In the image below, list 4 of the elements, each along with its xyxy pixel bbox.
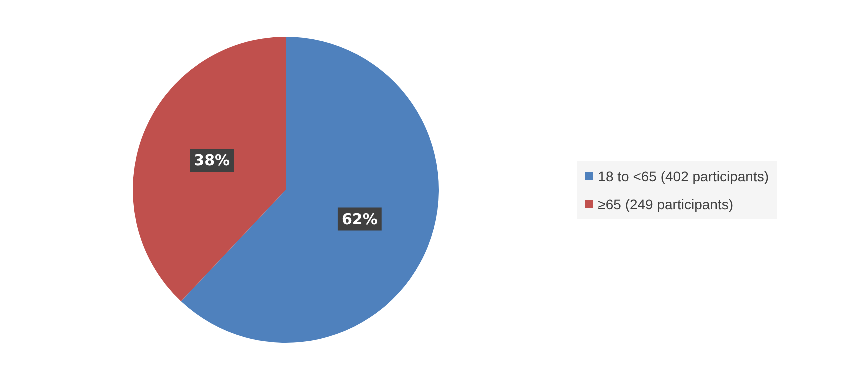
data-label: 62% — [342, 210, 378, 228]
legend-label: 18 to <65 (402 participants) — [598, 168, 770, 184]
data-label: 38% — [194, 152, 230, 170]
legend-label: ≥65 (249 participants) — [598, 196, 734, 212]
